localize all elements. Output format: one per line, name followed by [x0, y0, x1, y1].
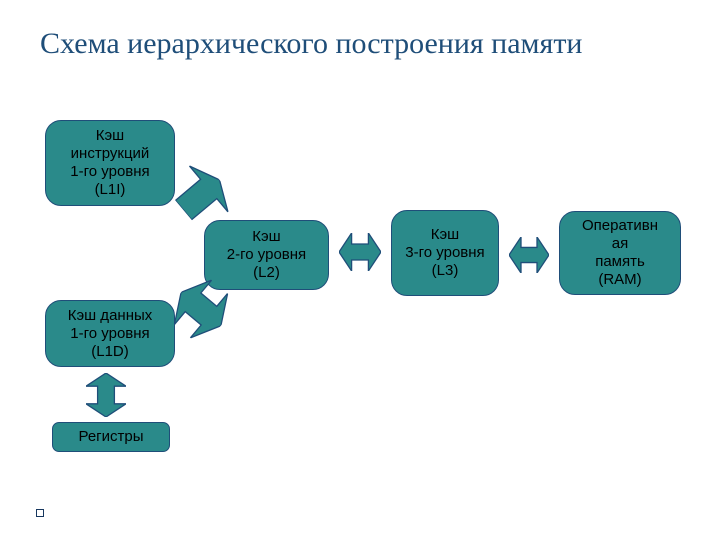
- node-reg: Регистры: [52, 422, 170, 452]
- node-l1d-label: Кэш данных 1-го уровня (L1D): [68, 307, 153, 361]
- node-l2: Кэш 2-го уровня (L2): [204, 220, 329, 290]
- arrow-l3-ram: [509, 237, 549, 273]
- node-l3: Кэш 3-го уровня (L3): [391, 210, 499, 296]
- arrow-l2-l3: [339, 233, 381, 271]
- node-ram: Оперативн ая память (RAM): [559, 211, 681, 295]
- node-l1d: Кэш данных 1-го уровня (L1D): [45, 300, 175, 367]
- node-l1i-label: Кэш инструкций 1-го уровня (L1I): [70, 127, 149, 199]
- node-l1i: Кэш инструкций 1-го уровня (L1I): [45, 120, 175, 206]
- slide-title: Схема иерархического построения памяти: [40, 26, 583, 63]
- node-ram-label: Оперативн ая память (RAM): [582, 217, 658, 289]
- arrow-l1d-reg: [86, 373, 126, 417]
- slide-root: Схема иерархического построения памяти К…: [0, 0, 720, 540]
- bullet-square-icon: [36, 509, 44, 517]
- node-l2-label: Кэш 2-го уровня (L2): [227, 228, 306, 282]
- node-l3-label: Кэш 3-го уровня (L3): [405, 226, 484, 280]
- node-reg-label: Регистры: [78, 428, 143, 446]
